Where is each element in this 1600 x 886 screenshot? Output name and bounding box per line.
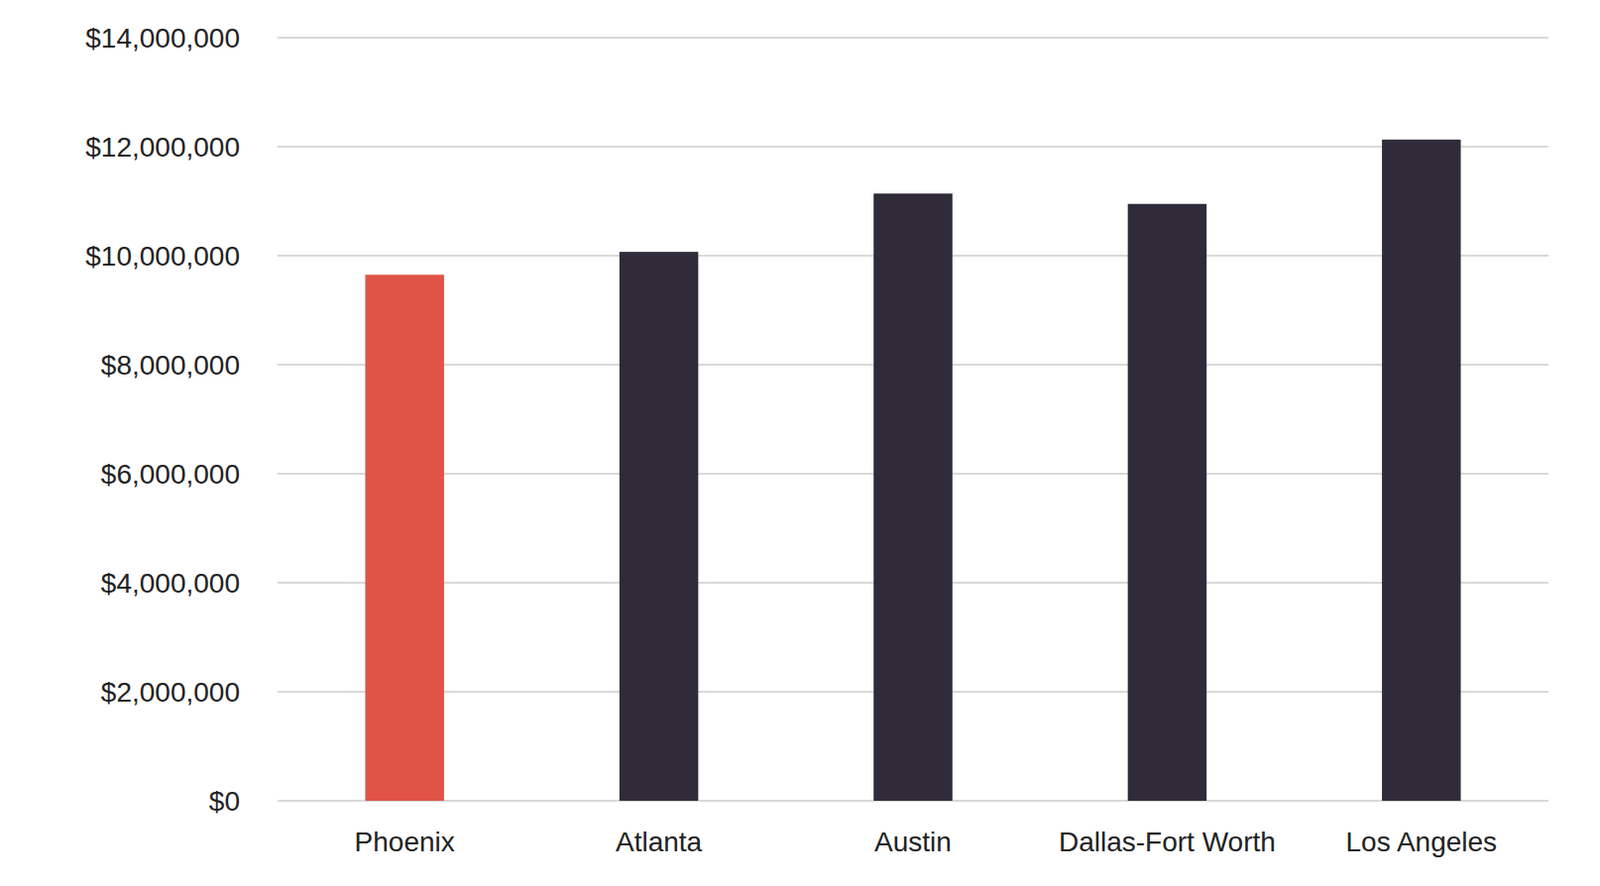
- grid-line: [277, 36, 1549, 39]
- bars: [364, 139, 1461, 801]
- grid: [277, 37, 1549, 801]
- grid-line: [277, 145, 1549, 148]
- y-tick-label: $12,000,000: [85, 131, 240, 163]
- y-tick-label: $2,000,000: [101, 677, 240, 708]
- bar: [873, 193, 952, 801]
- y-tick-label: $6,000,000: [101, 458, 240, 490]
- chart-container: $0 $2,000,000 $4,000,000 $6,000,000 $8,000,0…: [0, 0, 1600, 886]
- bar: [619, 251, 698, 801]
- y-tick-label: $14,000,000: [85, 22, 240, 54]
- x-tick-label: Dallas-Fort Worth: [1058, 826, 1276, 858]
- y-tick-labels: $0 $2,000,000 $4,000,000 $6,000,000 $8,000,0…: [85, 22, 240, 817]
- y-tick-label: $4,000,000: [101, 568, 240, 599]
- x-tick-labels: Phoenix Atlanta Austin Dallas-Fort Worth Los…: [354, 826, 1497, 858]
- bar: [364, 274, 444, 801]
- x-tick-label: Atlanta: [615, 826, 703, 858]
- y-tick-label: $10,000,000: [85, 240, 240, 272]
- x-tick-label: Austin: [874, 826, 952, 858]
- y-tick-label: $8,000,000: [101, 349, 240, 381]
- bar: [1128, 204, 1207, 801]
- chart-svg: $0 $2,000,000 $4,000,000 $6,000,000 $8,000,0…: [0, 0, 1600, 886]
- x-tick-label: Los Angeles: [1346, 826, 1498, 858]
- x-tick-label: Phoenix: [354, 826, 456, 858]
- bar: [1381, 139, 1461, 801]
- y-tick-label: $0: [209, 786, 240, 817]
